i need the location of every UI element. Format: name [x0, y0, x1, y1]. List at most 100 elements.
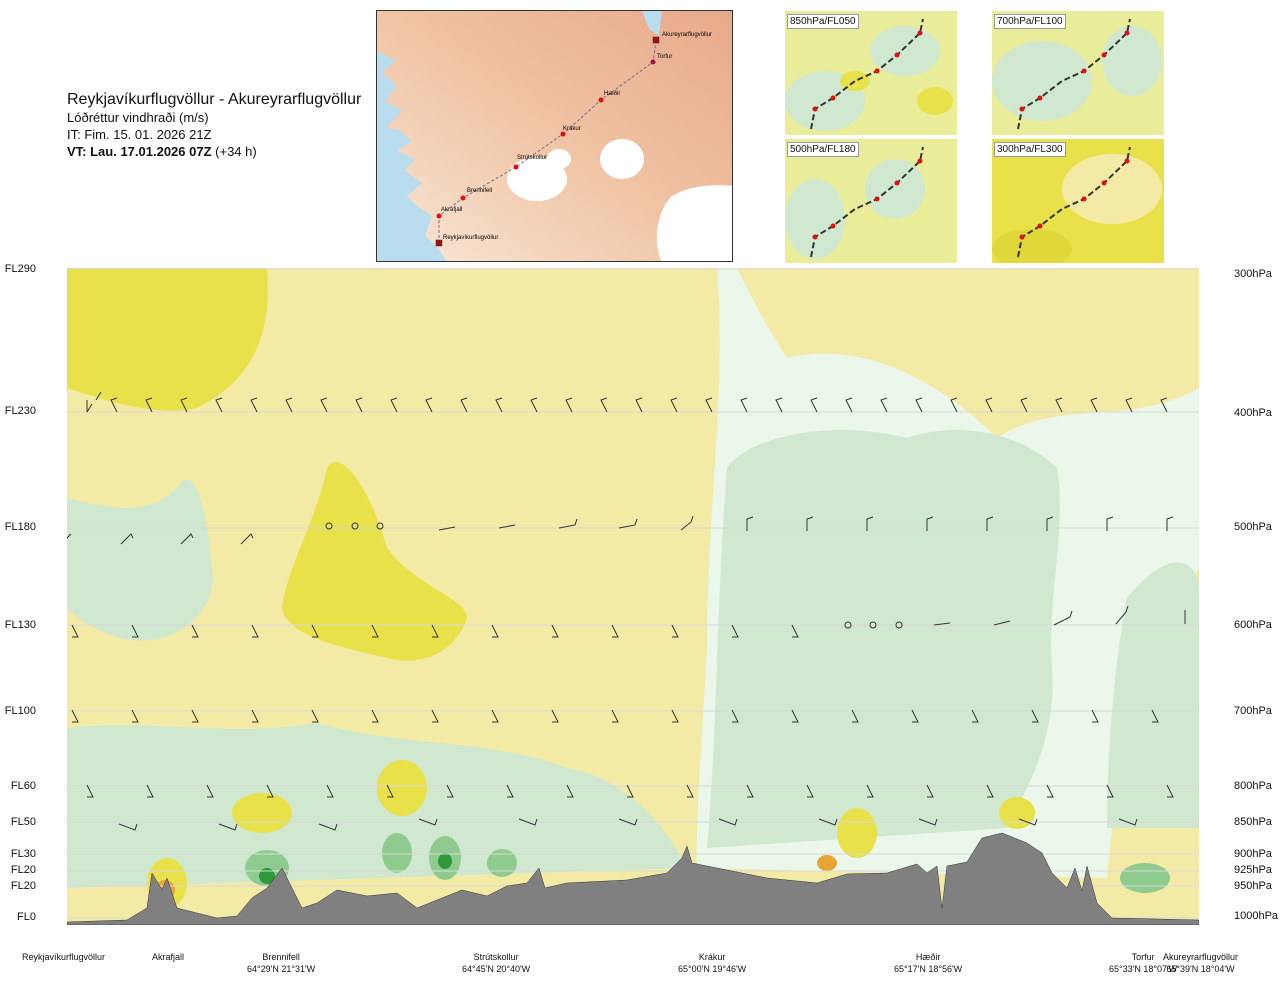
location-coord: 65°17'N 18°56'W	[894, 964, 963, 974]
location-name: Strútskollur	[473, 952, 519, 962]
downdraft-weak	[67, 723, 687, 888]
valid-time-bold: VT: Lau. 17.01.2026 07Z	[67, 144, 212, 159]
fl-label: FL230	[4, 405, 36, 417]
location-label: Brennifell 64°29'N 21°31'W	[247, 951, 315, 975]
glacier	[507, 157, 567, 201]
hpa-label: 925hPa	[1234, 864, 1272, 876]
location-label: Krákur 65°00'N 19°46'W	[678, 951, 746, 975]
location-name: Reykjavíkurflugvöllur	[22, 952, 106, 962]
route-line	[438, 40, 657, 243]
location-name: Krákur	[698, 952, 726, 962]
downdraft-weak	[707, 429, 1060, 848]
fl-label: FL50	[10, 816, 36, 828]
map-point-airport	[652, 36, 660, 44]
map-label-place: Brennifell	[467, 188, 492, 194]
map-label-place: Krákur	[563, 126, 581, 132]
fl-label: FL100	[4, 705, 36, 717]
thumb-700[interactable]: 700hPa/FL100	[992, 11, 1164, 135]
location-label: Torfur 65°33'N 18°07'W	[1109, 951, 1177, 975]
downdraft-moderate	[1120, 863, 1170, 893]
downdraft-strong	[259, 868, 275, 884]
map-label-place: Strútskollur	[517, 155, 547, 161]
fjord	[377, 181, 399, 201]
hpa-label: 300hPa	[1234, 268, 1272, 280]
fl-label: FL60	[10, 780, 36, 792]
hpa-label: 500hPa	[1234, 521, 1272, 533]
map-point	[460, 195, 466, 201]
map-label-place: Akureyrarflugvöllur	[662, 32, 712, 38]
thumb-label: 300hPa/FL300	[994, 142, 1066, 157]
updraft-strong	[817, 855, 837, 871]
map-point	[650, 59, 656, 65]
valid-time-offset: (+34 h)	[211, 144, 257, 159]
downdraft-strong	[438, 853, 452, 869]
map-label-place: Hæðir	[604, 90, 620, 97]
thumb-500[interactable]: 500hPa/FL180	[785, 139, 957, 263]
location-name: Torfur	[1131, 952, 1155, 962]
updraft-moderate	[282, 461, 467, 661]
map-label-place: Torfur	[657, 54, 672, 60]
location-coord: 65°39'N 18°04'W	[1166, 964, 1235, 974]
location-label: Akureyrarflugvöllur 65°39'N 18°04'W	[1163, 951, 1238, 975]
downdraft-moderate	[382, 833, 412, 873]
map-label-place: Akrafjall	[441, 207, 462, 213]
location-label: Reykjavíkurflugvöllur	[22, 951, 105, 963]
thumb-300[interactable]: 300hPa/FL300	[992, 139, 1164, 263]
fjord-north	[642, 11, 662, 36]
updraft-moderate	[837, 808, 877, 858]
fjord	[377, 129, 412, 151]
route-map-svg: Akureyrarflugvöllur Torfur Hæðir Krákur …	[377, 11, 732, 261]
location-name: Akrafjall	[152, 952, 185, 962]
issue-time: IT: Fim. 15. 01. 2026 21Z	[67, 127, 212, 142]
location-name: Akureyrarflugvöllur	[1163, 952, 1239, 962]
updraft-moderate	[377, 760, 427, 816]
thumb-700-svg	[992, 11, 1164, 135]
glacier	[656, 185, 732, 261]
map-point-airport	[435, 239, 443, 247]
fl-label: FL130	[4, 619, 36, 631]
hpa-label: 1000hPa	[1234, 910, 1279, 922]
fl-label: FL180	[4, 521, 36, 533]
location-label: Akrafjall	[152, 951, 184, 963]
hpa-label: 850hPa	[1234, 816, 1272, 828]
map-label-place: Reykjavíkurflugvöllur	[443, 235, 498, 241]
land	[377, 11, 732, 261]
fl-label: FL0	[17, 911, 36, 923]
thumb-850[interactable]: 850hPa/FL050	[785, 11, 957, 135]
thumb-label: 700hPa/FL100	[994, 14, 1066, 29]
map-point	[436, 213, 442, 219]
wind-barbs	[67, 391, 1186, 831]
route-title: Reykjavíkurflugvöllur - Akureyrarflugvöl…	[67, 91, 362, 108]
downdraft-moderate	[487, 849, 517, 877]
map-point	[513, 164, 519, 170]
thumb-500-svg	[785, 139, 957, 263]
location-coord: 65°00'N 19°46'W	[678, 964, 747, 974]
hpa-label: 600hPa	[1234, 619, 1272, 631]
fl-label: FL290	[4, 263, 36, 275]
downdraft-weak	[1107, 562, 1199, 828]
hpa-label: 800hPa	[1234, 780, 1272, 792]
map-point	[598, 97, 604, 103]
location-coord: 64°29'N 21°31'W	[247, 964, 316, 974]
title-block: Reykjavíkurflugvöllur - Akureyrarflugvöl…	[67, 90, 361, 160]
updraft-moderate	[67, 268, 268, 411]
map-points: Akureyrarflugvöllur Torfur Hæðir Krákur …	[435, 32, 712, 247]
terrain-profile	[67, 832, 1199, 925]
location-coord: 64°45'N 20°40'W	[462, 964, 531, 974]
location-label: Strútskollur 64°45'N 20°40'W	[462, 951, 530, 975]
hpa-label: 950hPa	[1234, 880, 1272, 892]
cross-section-plot	[67, 268, 1199, 925]
thumb-300-svg	[992, 139, 1164, 263]
hpa-label: 400hPa	[1234, 407, 1272, 419]
valid-time: VT: Lau. 17.01.2026 07Z (+34 h)	[67, 143, 361, 160]
thumb-label: 850hPa/FL050	[787, 14, 859, 29]
updraft-moderate	[999, 797, 1035, 829]
glacier	[600, 139, 644, 179]
downdraft-weak	[67, 479, 213, 641]
location-name: Hæðir	[915, 952, 941, 962]
thumb-850-svg	[785, 11, 957, 135]
thumb-label: 500hPa/FL180	[787, 142, 859, 157]
glacier	[547, 149, 571, 169]
map-point	[560, 131, 566, 137]
updraft-moderate	[232, 793, 292, 833]
